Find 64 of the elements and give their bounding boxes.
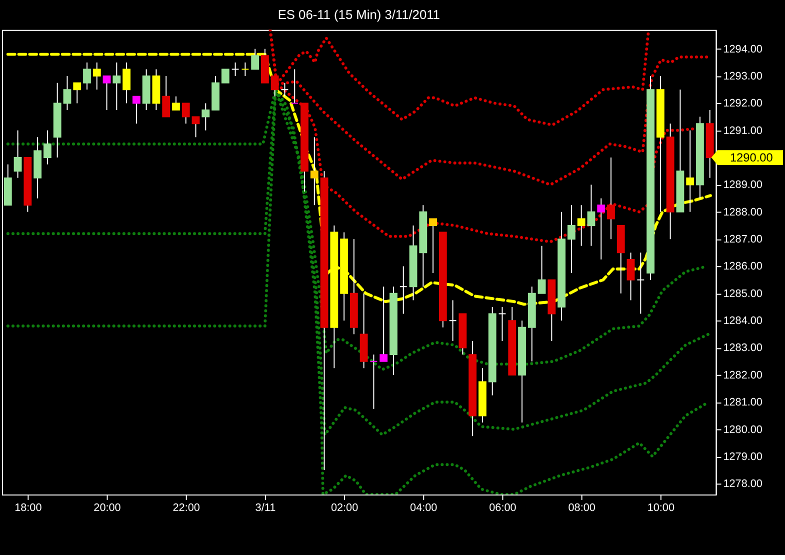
y-tick-label: 1280.00 [723, 424, 762, 436]
y-tick-label: 1291.00 [723, 124, 762, 137]
candlestick [122, 62, 131, 104]
candlestick [448, 300, 457, 342]
candlestick [607, 157, 615, 240]
candlestick [221, 68, 230, 84]
candlestick [380, 286, 388, 362]
candlestick [92, 62, 101, 90]
candlestick [241, 62, 250, 77]
y-tick-label: 1282.00 [723, 369, 762, 382]
y-tick-label: 1278.00 [723, 478, 762, 490]
candlestick [636, 252, 645, 314]
candlestick [132, 96, 140, 124]
candlestick [202, 102, 210, 131]
x-tick-label: 20:00 [94, 502, 121, 514]
candlestick [280, 82, 289, 97]
candlestick [538, 245, 546, 294]
text: 1290.00 [730, 150, 774, 165]
candlestick [14, 130, 22, 178]
y-tick-label: 1279.00 [723, 450, 762, 463]
y-tick-label: 1292.00 [723, 98, 762, 110]
x-tick-label: 08:00 [568, 502, 596, 514]
candlestick [399, 266, 408, 314]
x-tick-label: 06:00 [489, 502, 516, 514]
candlestick [567, 204, 576, 274]
x-tick-label: 18:00 [14, 502, 42, 514]
y-tick-label: 1285.00 [723, 288, 762, 300]
y-tick-label: 1286.00 [723, 260, 762, 273]
y-tick-label: 1289.00 [723, 179, 762, 192]
y-tick-label: 1293.00 [723, 70, 762, 82]
x-tick-label: 04:00 [410, 502, 438, 514]
candlestick [498, 306, 506, 342]
y-tick-label: 1287.00 [723, 234, 762, 246]
candlestick [597, 198, 606, 260]
y-tick-label: 1288.00 [723, 206, 762, 218]
candlestick [310, 136, 318, 206]
candlestick [626, 252, 635, 301]
candlestick [83, 62, 91, 90]
candlestick [370, 354, 378, 410]
candlestick [162, 76, 170, 118]
candlestick [44, 130, 52, 165]
candlestick [182, 102, 190, 124]
candlestick [429, 218, 437, 274]
chart-title: ES 06-11 (15 Min) 3/11/2011 [278, 6, 440, 22]
x-tick-label: 02:00 [330, 502, 358, 514]
candlestick [290, 68, 299, 104]
x-tick-label: 22:00 [172, 502, 200, 514]
candlestick [102, 76, 111, 110]
candlestick [251, 48, 260, 70]
y-tick-label: 1281.00 [723, 396, 762, 409]
x-tick-label: 3/11 [255, 502, 276, 514]
y-tick-label: 1283.00 [723, 342, 762, 354]
candlestick [192, 116, 200, 138]
candlestick [231, 62, 240, 77]
candlestick [73, 82, 82, 104]
candlestick [577, 204, 586, 246]
y-tick-label: 1284.00 [723, 315, 762, 328]
candlestick [172, 96, 180, 110]
x-tick-label: 10:00 [647, 502, 675, 514]
candlestick [112, 62, 121, 110]
y-tick-label: 1294.00 [723, 43, 762, 56]
candlestick [63, 76, 72, 110]
candlestick [686, 130, 694, 212]
candlestick [587, 184, 596, 246]
